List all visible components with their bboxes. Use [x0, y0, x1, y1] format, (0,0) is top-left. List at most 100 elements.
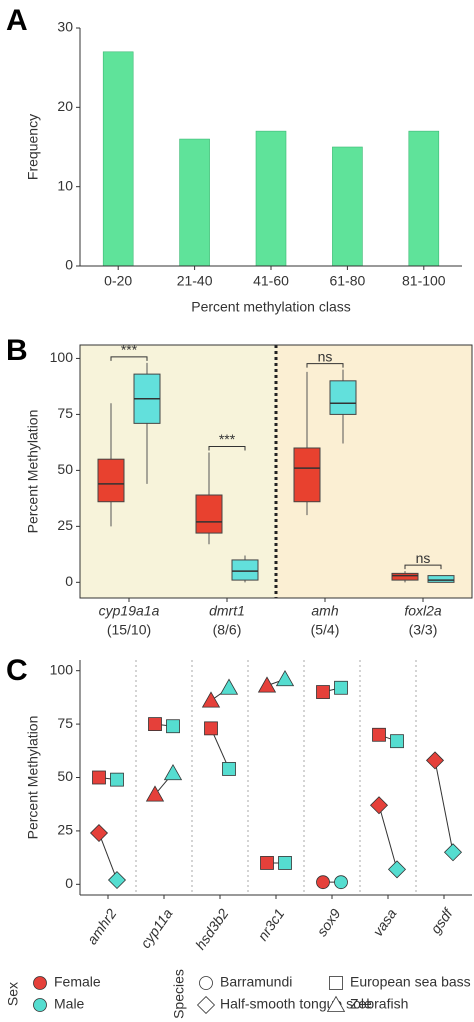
y-tick-label: 50	[57, 461, 73, 477]
x-tick-label: vasa	[369, 905, 399, 939]
pair-line	[434, 760, 454, 853]
bracket	[110, 356, 148, 361]
pair-line	[98, 832, 118, 881]
legend-key	[199, 976, 213, 990]
point	[334, 875, 348, 890]
x-tick-label: cyp11a	[137, 905, 176, 950]
y-tick-label: 50	[57, 768, 73, 784]
significance: ***	[219, 431, 236, 447]
sample-size: (15/10)	[107, 622, 151, 638]
bar	[408, 130, 440, 267]
box	[97, 458, 125, 503]
box	[231, 559, 259, 581]
x-tick-label: foxl2a	[404, 603, 442, 619]
point	[201, 691, 221, 708]
frame	[79, 344, 473, 599]
significance: ns	[416, 550, 431, 566]
y-tick-label: 0	[65, 257, 73, 273]
box	[329, 380, 357, 415]
bracket	[208, 445, 246, 451]
x-tick-label: 21-40	[177, 273, 213, 289]
y-axis-label: Percent Methylation	[25, 716, 41, 840]
point	[257, 676, 277, 693]
legend-key	[196, 995, 216, 1015]
legend-key	[326, 995, 346, 1012]
y-tick-label: 100	[50, 349, 74, 365]
point	[107, 871, 127, 890]
point	[275, 669, 295, 687]
y-tick-label: 0	[65, 573, 73, 589]
point	[222, 762, 236, 776]
legend-label: Male	[54, 996, 85, 1012]
legend-label: European sea bass	[350, 974, 471, 990]
legend-key	[33, 976, 47, 990]
x-tick-label: amh	[311, 603, 338, 619]
y-tick-label: 75	[57, 715, 73, 731]
sample-size: (3/3)	[409, 622, 438, 638]
bar	[179, 138, 210, 267]
legend-label: Female	[54, 974, 101, 990]
x-tick-label: 41-60	[253, 273, 289, 289]
panel-label: B	[6, 334, 28, 367]
y-axis-label: Percent Methylation	[25, 410, 41, 534]
panel-label: A	[6, 4, 28, 37]
y-tick-label: 100	[50, 661, 74, 677]
point	[369, 796, 389, 815]
significance: ns	[318, 348, 333, 364]
box	[427, 575, 455, 583]
point	[316, 875, 330, 890]
bar	[255, 130, 287, 267]
x-tick-label: cyp19a1a	[99, 603, 160, 619]
box	[195, 494, 223, 534]
x-tick-label: gsdf	[427, 904, 456, 937]
point	[387, 860, 407, 879]
bracket	[404, 564, 442, 570]
point	[219, 678, 239, 695]
x-axis-label: Percent methylation class	[191, 299, 351, 315]
point	[425, 751, 445, 770]
point	[204, 721, 218, 736]
legend-key	[33, 998, 47, 1012]
box	[293, 447, 321, 503]
point	[372, 727, 386, 742]
x-tick-label: sox9	[313, 905, 343, 939]
y-tick-label: 25	[57, 822, 73, 838]
y-tick-label: 10	[57, 177, 73, 193]
point	[260, 856, 274, 870]
legend-label: Barramundi	[220, 974, 292, 990]
legend-label: Zebrafish	[350, 996, 408, 1012]
x-tick-label: 81-100	[402, 273, 446, 289]
panel-label: C	[6, 654, 28, 687]
significance: ***	[121, 342, 138, 358]
point	[110, 772, 124, 787]
point	[316, 685, 330, 699]
point	[278, 856, 292, 870]
y-tick-label: 20	[57, 98, 73, 114]
x-tick-label: dmrt1	[209, 603, 245, 619]
point	[334, 680, 348, 695]
y-tick-label: 30	[57, 19, 73, 35]
point	[92, 770, 106, 785]
point	[390, 734, 404, 749]
legend-title: Sex	[5, 982, 21, 1006]
legend-title: Species	[171, 969, 187, 1019]
y-tick-label: 25	[57, 517, 73, 533]
x-tick-label: amhr2	[84, 905, 120, 947]
y-tick-label: 0	[65, 875, 73, 891]
legend-key	[329, 976, 343, 990]
point	[145, 785, 165, 802]
bracket	[306, 363, 344, 368]
box	[391, 572, 419, 581]
y-tick-label: 75	[57, 405, 73, 421]
sample-size: (5/4)	[311, 622, 340, 638]
point	[163, 763, 183, 781]
x-tick-label: hsd3b2	[192, 905, 232, 952]
bar	[102, 51, 134, 267]
x-tick-label: 0-20	[104, 273, 132, 289]
point	[89, 824, 109, 843]
x-tick-label: 61-80	[329, 273, 365, 289]
sample-size: (8/6)	[213, 622, 242, 638]
y-axis-label: Frequency	[25, 114, 41, 180]
point	[148, 717, 162, 731]
